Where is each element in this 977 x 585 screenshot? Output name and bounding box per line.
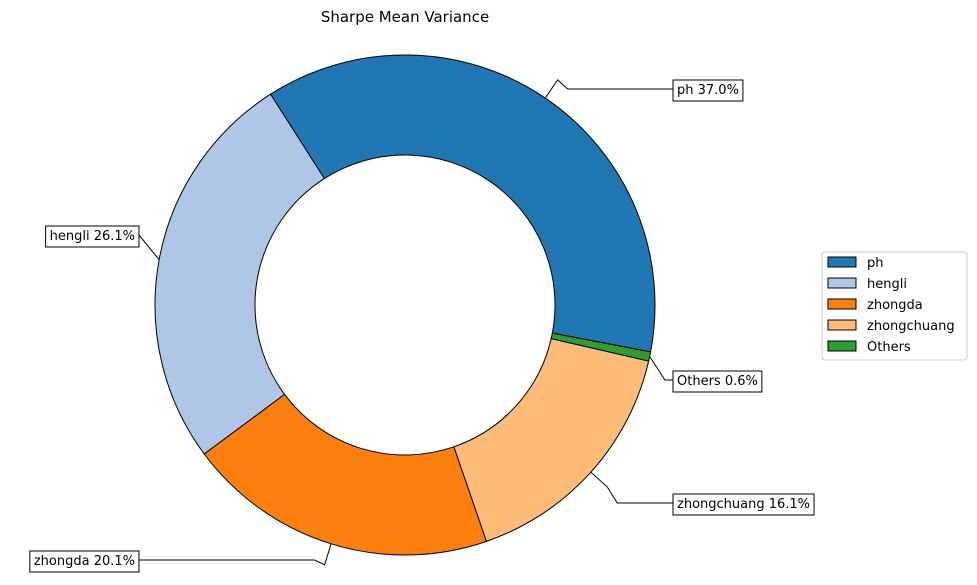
legend-swatch-ph bbox=[827, 256, 857, 268]
legend-swatch-others bbox=[827, 340, 857, 352]
leader-line-hengli bbox=[138, 234, 160, 261]
slice-ph bbox=[269, 54, 656, 353]
legend-label-hengli: hengli bbox=[867, 277, 907, 292]
slice-zhongda bbox=[203, 393, 488, 556]
slice-label-zhongda: zhongda 20.1% bbox=[34, 554, 135, 569]
slice-label-box-others bbox=[672, 370, 763, 393]
leader-line-zhongchuang bbox=[590, 471, 673, 504]
slice-labels-group: ph 37.0% hengli 26.1% zhongda 20.1% zhongch… bbox=[29, 79, 815, 573]
legend-swatch-hengli bbox=[827, 277, 857, 289]
slice-zhongchuang bbox=[453, 338, 650, 542]
legend-label-zhongda: zhongda bbox=[867, 298, 923, 313]
legend-swatch-zhongda bbox=[827, 298, 857, 310]
slice-others bbox=[550, 332, 652, 362]
legend-label-zhongchuang: zhongchuang bbox=[867, 319, 955, 334]
legend-frame bbox=[821, 251, 968, 361]
slice-label-box-ph bbox=[672, 79, 744, 102]
legend-swatch-zhongchuang bbox=[827, 319, 857, 331]
slice-hengli bbox=[154, 93, 326, 455]
slices-group bbox=[154, 54, 656, 556]
legend-label-others: Others bbox=[867, 340, 911, 355]
legend: ph hengli zhongda zhongchuang Others bbox=[821, 251, 968, 361]
slice-label-box-zhongchuang bbox=[672, 493, 815, 516]
legend-label-ph: ph bbox=[867, 256, 884, 271]
leader-line-others bbox=[649, 356, 673, 381]
leader-line-ph bbox=[544, 79, 673, 99]
chart-title: Sharpe Mean Variance bbox=[321, 8, 489, 26]
slice-label-zhongchuang: zhongchuang 16.1% bbox=[677, 497, 810, 512]
leader-line-zhongda bbox=[139, 543, 332, 566]
slice-label-others: Others 0.6% bbox=[677, 374, 758, 389]
slice-label-box-zhongda bbox=[29, 550, 140, 573]
slice-label-ph: ph 37.0% bbox=[677, 83, 739, 98]
leader-lines-group bbox=[138, 79, 673, 566]
slice-label-hengli: hengli 26.1% bbox=[50, 229, 135, 244]
slice-label-box-hengli bbox=[45, 225, 140, 248]
